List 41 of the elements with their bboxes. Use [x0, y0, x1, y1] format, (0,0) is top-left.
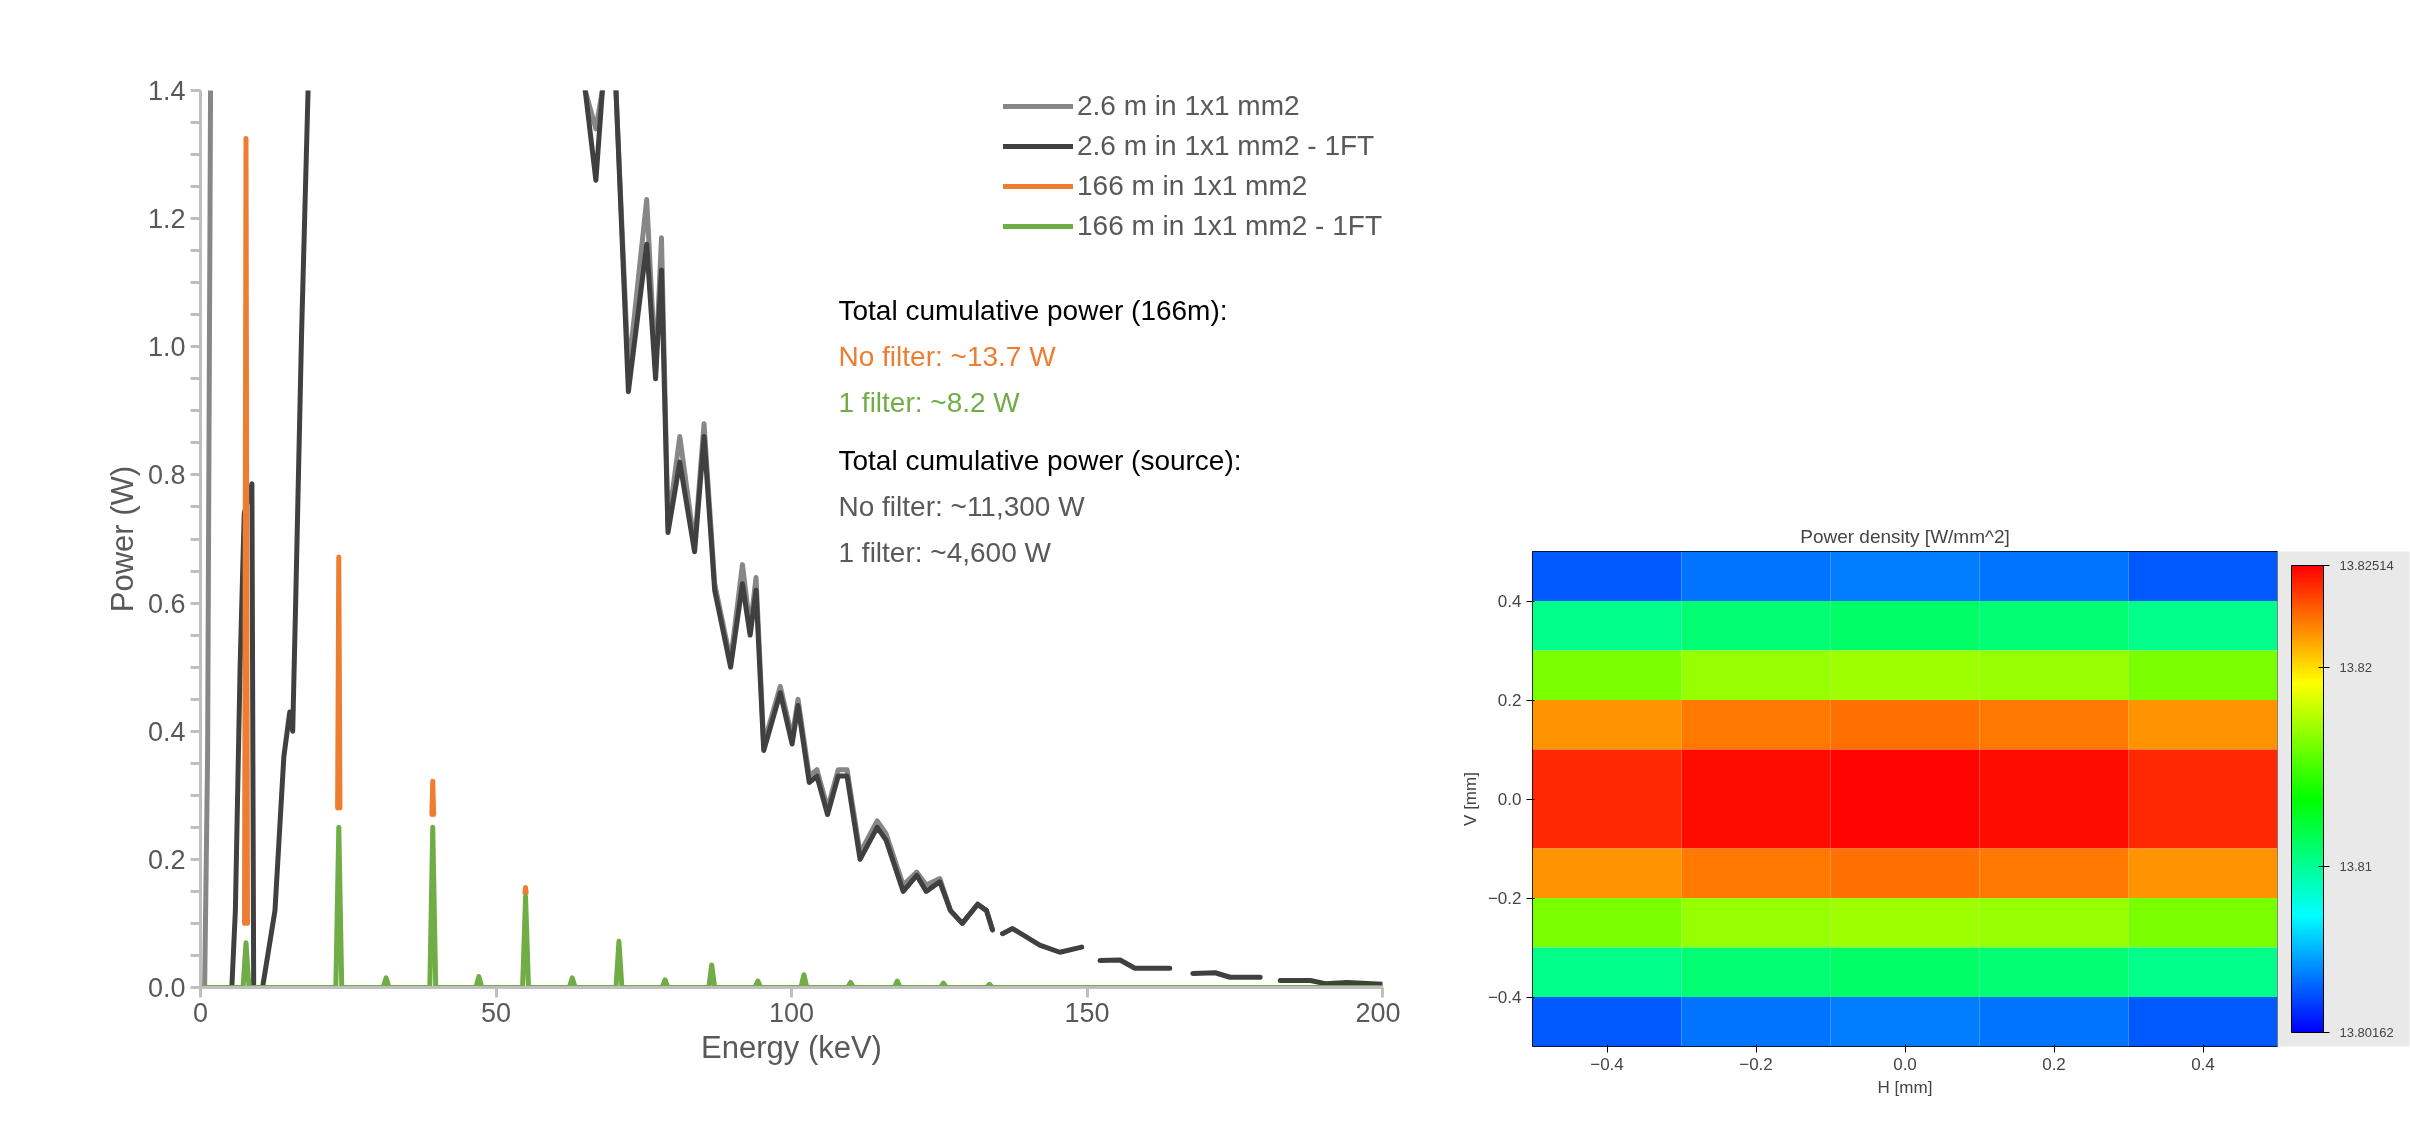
- x-tick-label: 150: [1064, 997, 1110, 1028]
- y-tick-label: 1.2: [147, 204, 186, 235]
- x-tick-label: 0.4: [2191, 1054, 2215, 1074]
- x-tick-label: 0.2: [2042, 1054, 2066, 1074]
- x-tick-label: −0.4: [1590, 1054, 1624, 1074]
- x-tick-label: −0.2: [1739, 1054, 1773, 1074]
- x-tick-label: 0.0: [1893, 1054, 1917, 1074]
- color-bar-label: 13.82: [2339, 660, 2373, 676]
- y-tick-label: 0.2: [147, 844, 186, 875]
- x-axis-title: H [mm]: [1877, 1077, 1933, 1097]
- y-tick-label: 0.0: [1497, 790, 1522, 809]
- x-tick-label: 50: [480, 997, 512, 1028]
- legend-label: 2.6 m in 1x1 mm2: [1077, 90, 1300, 122]
- y-axis-title: Power (W): [104, 465, 140, 613]
- annotation: 1 filter: ~8.2 W: [838, 386, 1021, 418]
- y-tick-label: 0.0: [147, 973, 186, 1003]
- x-tick-label: 200: [1355, 997, 1401, 1028]
- x-tick-label: 100: [768, 997, 815, 1028]
- y-tick-label: 1.4: [147, 76, 186, 106]
- chart-title: Power density [W/mm^2]: [1800, 525, 2010, 547]
- annotation: No filter: ~13.7 W: [838, 340, 1057, 372]
- y-tick-label: −0.2: [1487, 889, 1522, 908]
- annotation: Total cumulative power (source):: [838, 444, 1242, 476]
- y-axis-title: V [mm]: [1460, 772, 1480, 826]
- y-tick-label: 0.6: [147, 588, 186, 619]
- y-tick-label: 0.4: [147, 716, 186, 747]
- color-bar-label: 13.80162: [2339, 1025, 2394, 1040]
- x-tick-label: 0: [192, 997, 209, 1028]
- color-bar-label: 13.81: [2339, 858, 2373, 874]
- annotation: Total cumulative power (166m):: [838, 294, 1228, 326]
- annotation: 1 filter: ~4,600 W: [838, 536, 1052, 568]
- legend-label: 166 m in 1x1 mm2: [1077, 170, 1308, 202]
- color-bar-label: 13.82514: [2339, 558, 2394, 573]
- y-tick-label: 1.0: [147, 332, 186, 363]
- y-tick-label: 0.4: [1497, 592, 1522, 611]
- legend-label: 166 m in 1x1 mm2 - 1FT: [1077, 210, 1382, 242]
- annotation: No filter: ~11,300 W: [838, 490, 1086, 522]
- y-tick-label: 0.2: [1497, 691, 1522, 710]
- x-axis-title: Energy (keV): [701, 1029, 882, 1065]
- y-tick-label: 0.8: [147, 460, 186, 491]
- legend-label: 2.6 m in 1x1 mm2 - 1FT: [1077, 130, 1375, 162]
